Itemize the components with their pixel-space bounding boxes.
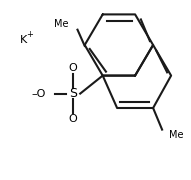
Text: K: K bbox=[20, 35, 27, 45]
Text: +: + bbox=[26, 30, 33, 39]
Text: O: O bbox=[69, 63, 77, 73]
Text: –O: –O bbox=[32, 89, 46, 99]
Text: S: S bbox=[69, 87, 77, 100]
Text: Me: Me bbox=[169, 130, 184, 140]
Text: Me: Me bbox=[54, 19, 69, 29]
Text: O: O bbox=[69, 114, 77, 124]
